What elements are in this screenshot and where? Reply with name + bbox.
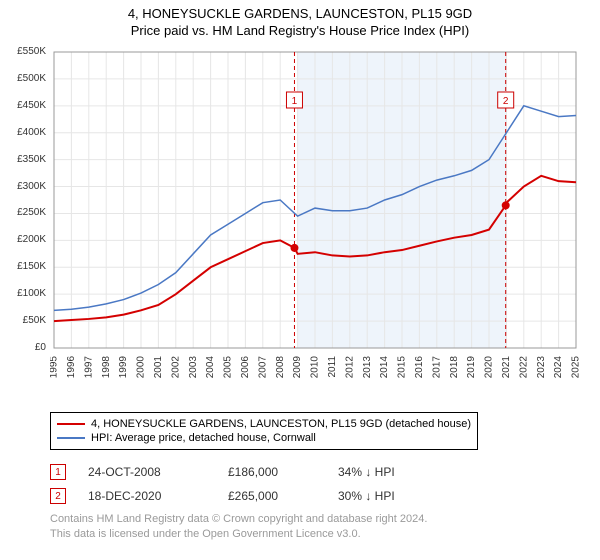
y-tick-label: £50K [2, 315, 46, 326]
line-chart-svg: 1995 1996 1997 1998 1999 2000 2001 2002 2003 2004… [50, 48, 580, 398]
svg-text:1: 1 [292, 96, 298, 107]
svg-text:2018: 2018 [449, 356, 460, 379]
svg-text:2017: 2017 [431, 356, 442, 379]
title-line-1: 4, HONEYSUCKLE GARDENS, LAUNCESTON, PL15… [0, 6, 600, 23]
svg-text:1996: 1996 [66, 356, 77, 379]
svg-text:2003: 2003 [188, 356, 199, 379]
svg-text:2001: 2001 [153, 356, 164, 379]
title-line-2: Price paid vs. HM Land Registry's House … [0, 23, 600, 40]
y-tick-label: £400K [2, 127, 46, 138]
legend-swatch [57, 423, 85, 425]
svg-text:2025: 2025 [571, 356, 580, 379]
svg-text:2005: 2005 [223, 356, 234, 379]
svg-text:2000: 2000 [136, 356, 147, 379]
sales-table: 1 24-OCT-2008 £186,000 34% ↓ HPI 2 18-DE… [50, 460, 458, 508]
legend-swatch [57, 437, 85, 439]
footer-line-1: Contains HM Land Registry data © Crown c… [50, 512, 427, 527]
svg-text:2: 2 [503, 96, 509, 107]
svg-text:2008: 2008 [275, 356, 286, 379]
y-tick-label: £550K [2, 46, 46, 57]
legend-label: HPI: Average price, detached house, Corn… [91, 432, 316, 444]
svg-text:2002: 2002 [170, 356, 181, 379]
svg-text:2020: 2020 [484, 356, 495, 379]
marker-badge: 2 [50, 488, 66, 504]
svg-text:2007: 2007 [257, 356, 268, 379]
svg-text:2006: 2006 [240, 356, 251, 379]
y-tick-label: £450K [2, 100, 46, 111]
y-tick-label: £100K [2, 288, 46, 299]
svg-text:2011: 2011 [327, 356, 338, 378]
svg-text:2013: 2013 [362, 356, 373, 379]
table-row: 1 24-OCT-2008 £186,000 34% ↓ HPI [50, 460, 458, 484]
footer-line-2: This data is licensed under the Open Gov… [50, 527, 427, 542]
marker-badge: 1 [50, 464, 66, 480]
sale-date: 24-OCT-2008 [88, 465, 228, 479]
footer-attribution: Contains HM Land Registry data © Crown c… [50, 512, 427, 542]
svg-text:2022: 2022 [518, 356, 529, 379]
svg-text:2021: 2021 [501, 356, 512, 379]
sale-diff: 34% ↓ HPI [338, 465, 458, 479]
svg-text:2009: 2009 [292, 356, 303, 379]
title-block: 4, HONEYSUCKLE GARDENS, LAUNCESTON, PL15… [0, 0, 600, 40]
y-tick-label: £150K [2, 261, 46, 272]
y-tick-label: £250K [2, 207, 46, 218]
svg-text:1998: 1998 [101, 356, 112, 379]
svg-text:2014: 2014 [379, 356, 390, 379]
table-row: 2 18-DEC-2020 £265,000 30% ↓ HPI [50, 484, 458, 508]
y-tick-label: £0 [2, 342, 46, 353]
svg-text:2012: 2012 [344, 356, 355, 379]
svg-text:2015: 2015 [397, 356, 408, 379]
chart-container: 4, HONEYSUCKLE GARDENS, LAUNCESTON, PL15… [0, 0, 600, 560]
legend: 4, HONEYSUCKLE GARDENS, LAUNCESTON, PL15… [50, 412, 478, 450]
y-tick-label: £350K [2, 154, 46, 165]
legend-label: 4, HONEYSUCKLE GARDENS, LAUNCESTON, PL15… [91, 418, 471, 430]
svg-text:2016: 2016 [414, 356, 425, 379]
svg-text:2010: 2010 [310, 356, 321, 379]
y-tick-label: £500K [2, 73, 46, 84]
y-tick-label: £200K [2, 234, 46, 245]
svg-text:1995: 1995 [50, 356, 60, 379]
svg-text:2004: 2004 [205, 356, 216, 379]
svg-text:2024: 2024 [553, 356, 564, 379]
chart-area: 1995 1996 1997 1998 1999 2000 2001 2002 2003 2004… [50, 48, 580, 398]
svg-text:2023: 2023 [536, 356, 547, 379]
legend-item: HPI: Average price, detached house, Corn… [57, 431, 471, 445]
svg-text:1997: 1997 [83, 356, 94, 379]
sale-diff: 30% ↓ HPI [338, 489, 458, 503]
sale-price: £265,000 [228, 489, 338, 503]
svg-text:2019: 2019 [466, 356, 477, 379]
y-tick-label: £300K [2, 181, 46, 192]
sale-date: 18-DEC-2020 [88, 489, 228, 503]
legend-item: 4, HONEYSUCKLE GARDENS, LAUNCESTON, PL15… [57, 417, 471, 431]
sale-price: £186,000 [228, 465, 338, 479]
svg-text:1999: 1999 [118, 356, 129, 379]
